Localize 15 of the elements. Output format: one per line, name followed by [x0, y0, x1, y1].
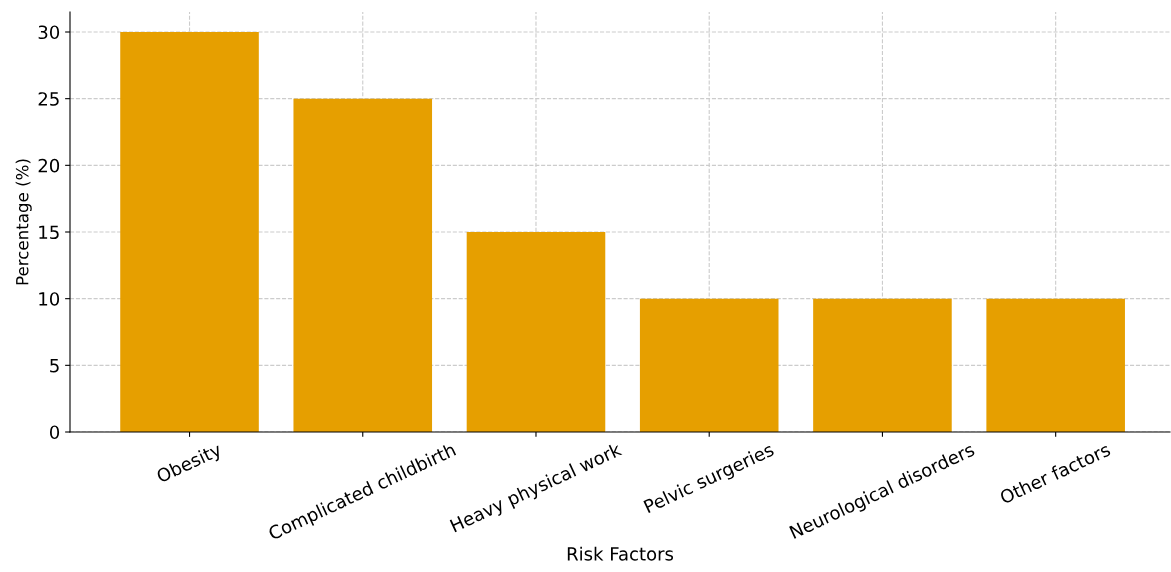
y-tick-label: 10: [39, 292, 60, 306]
bar: [466, 232, 606, 432]
y-tick-label: 25: [38, 92, 59, 106]
y-axis-title: Percentage (%): [15, 159, 32, 285]
y-tick-label: 20: [38, 158, 60, 173]
x-axis-title: Risk Factors: [567, 546, 674, 561]
bar: [986, 298, 1125, 432]
y-tick-label: 0: [49, 425, 60, 440]
bar: [639, 298, 779, 432]
y-tick-label: 5: [50, 359, 59, 373]
bar: [293, 98, 433, 432]
y-tick-label: 30: [38, 25, 60, 40]
y-tick-label: 15: [39, 225, 59, 240]
bar: [120, 32, 259, 432]
bar: [813, 298, 952, 432]
